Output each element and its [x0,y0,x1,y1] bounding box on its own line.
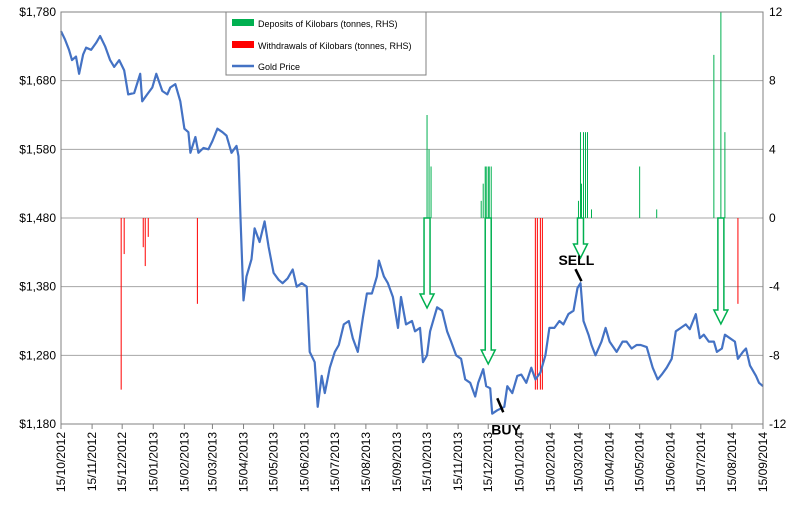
x-axis-tick-label: 15/02/2013 [177,432,191,492]
green-down-arrow [572,217,589,260]
legend-label-withdrawals: Withdrawals of Kilobars (tonnes, RHS) [258,41,412,51]
green-down-arrow [712,217,730,326]
right-axis-tick-label: -4 [769,280,780,294]
axes: $1,180 $1,280 $1,380 $1,480 $1,580 $1,680 $1,7… [19,5,786,492]
x-axis-tick-label: 15/02/2014 [543,432,557,492]
legend-swatch-withdrawals [232,41,254,48]
gold-price-line-group [60,30,764,415]
x-axis-tick-label: 15/08/2014 [725,432,739,492]
x-axis-tick-label: 15/01/2014 [512,432,526,492]
gold-price-line [60,30,764,415]
x-axis-tick-label: 15/10/2012 [54,432,68,492]
x-axis-tick-label: 15/08/2013 [359,432,373,492]
x-axis-tick-label: 15/09/2014 [756,432,770,492]
right-axis-tick-label: 4 [769,142,776,156]
left-axis-tick-label: $1,480 [19,211,56,225]
gridlines [61,80,763,356]
left-axis-tick-label: $1,280 [19,348,56,362]
x-axis-tick-label: 15/11/2013 [451,432,465,491]
left-axis-tick-label: $1,580 [19,142,56,156]
x-axis-tick-label: 15/05/2014 [633,432,647,492]
right-axis-tick-label: -8 [769,348,780,362]
flow-arrows [418,217,730,366]
x-axis-tick-label: 15/09/2013 [390,432,404,492]
annotations: SELL BUY [491,252,594,437]
x-axis-tick-label: 15/05/2013 [267,432,281,492]
green-down-arrow [480,217,497,366]
x-axis-tick-label: 15/04/2013 [237,432,251,492]
legend: Deposits of Kilobars (tonnes, RHS) Withd… [225,11,427,76]
annotation-buy: BUY [491,421,521,437]
x-axis-tick-label: 15/06/2013 [298,432,312,492]
left-axis-tick-label: $1,380 [19,280,56,294]
legend-label-deposits: Deposits of Kilobars (tonnes, RHS) [258,19,398,29]
legend-swatch-deposits [232,19,254,26]
annotation-sell-pointer [574,268,583,282]
x-axis-tick-label: 15/07/2013 [328,432,342,492]
right-axis-tick-label: 8 [769,74,776,88]
annotation-buy-pointer [496,397,505,413]
legend-label-gold-price: Gold Price [258,62,300,72]
left-axis-tick-label: $1,780 [19,5,56,19]
x-axis-tick-label: 15/07/2014 [694,432,708,492]
x-axis-tick-label: 15/06/2014 [664,432,678,492]
kilobar-flow-bars [120,12,739,390]
annotation-sell: SELL [558,252,594,268]
x-axis-tick-label: 15/03/2013 [205,432,219,492]
x-axis-tick-label: 15/12/2013 [481,432,495,492]
x-axis-tick-label: 15/01/2013 [146,432,160,492]
x-axis-tick-label: 15/10/2013 [420,432,434,492]
x-axis-tick-label: 15/12/2012 [115,432,129,492]
left-axis-tick-label: $1,180 [19,417,56,431]
right-axis-tick-label: -12 [769,417,787,431]
green-down-arrow [418,217,436,310]
right-axis-tick-label: 12 [769,5,783,19]
x-axis-tick-label: 15/04/2014 [603,432,617,492]
x-axis-tick-label: 15/03/2014 [571,432,585,492]
legend-box [225,11,427,76]
x-axis-tick-label: 15/11/2012 [85,432,99,491]
left-axis-tick-label: $1,680 [19,74,56,88]
right-axis-tick-label: 0 [769,211,776,225]
